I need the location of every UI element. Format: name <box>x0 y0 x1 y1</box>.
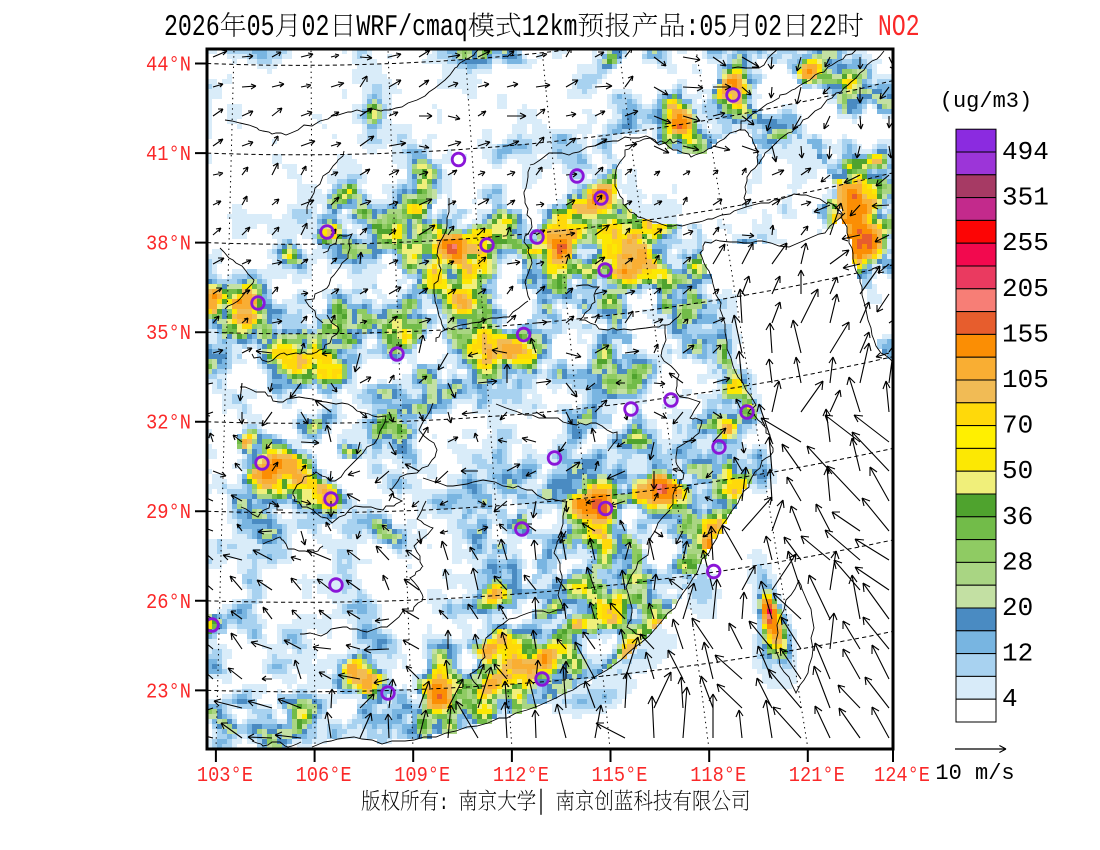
svg-text:28: 28 <box>1002 547 1033 577</box>
svg-text:155: 155 <box>1002 319 1049 349</box>
svg-text:29°N: 29°N <box>146 501 191 525</box>
svg-text:351: 351 <box>1002 183 1049 213</box>
svg-text:38°N: 38°N <box>146 233 191 257</box>
svg-text:109°E: 109°E <box>394 764 450 788</box>
svg-text:32°N: 32°N <box>146 412 191 436</box>
svg-text:12: 12 <box>1002 639 1033 669</box>
svg-text:35°N: 35°N <box>146 322 191 346</box>
svg-text:118°E: 118°E <box>690 764 746 788</box>
svg-text:10 m/s: 10 m/s <box>935 761 1014 786</box>
svg-text:121°E: 121°E <box>789 764 845 788</box>
svg-text:494: 494 <box>1002 137 1049 167</box>
svg-text:26°N: 26°N <box>146 591 191 615</box>
svg-text:115°E: 115°E <box>592 764 648 788</box>
svg-text:23°N: 23°N <box>146 680 191 704</box>
svg-text:112°E: 112°E <box>493 764 549 788</box>
svg-text:70: 70 <box>1002 411 1033 441</box>
svg-text:124°E: 124°E <box>874 764 930 788</box>
svg-text:255: 255 <box>1002 228 1049 258</box>
svg-text:4: 4 <box>1002 684 1018 714</box>
svg-text:50: 50 <box>1002 456 1033 486</box>
svg-text:(ug/m3): (ug/m3) <box>940 89 1032 114</box>
svg-text:41°N: 41°N <box>146 143 191 167</box>
svg-text:205: 205 <box>1002 274 1049 304</box>
svg-text:103°E: 103°E <box>197 764 253 788</box>
svg-text:20: 20 <box>1002 593 1033 623</box>
svg-text:44°N: 44°N <box>146 54 191 78</box>
svg-text:36: 36 <box>1002 502 1033 532</box>
svg-text:105: 105 <box>1002 365 1049 395</box>
svg-text:106°E: 106°E <box>296 764 352 788</box>
